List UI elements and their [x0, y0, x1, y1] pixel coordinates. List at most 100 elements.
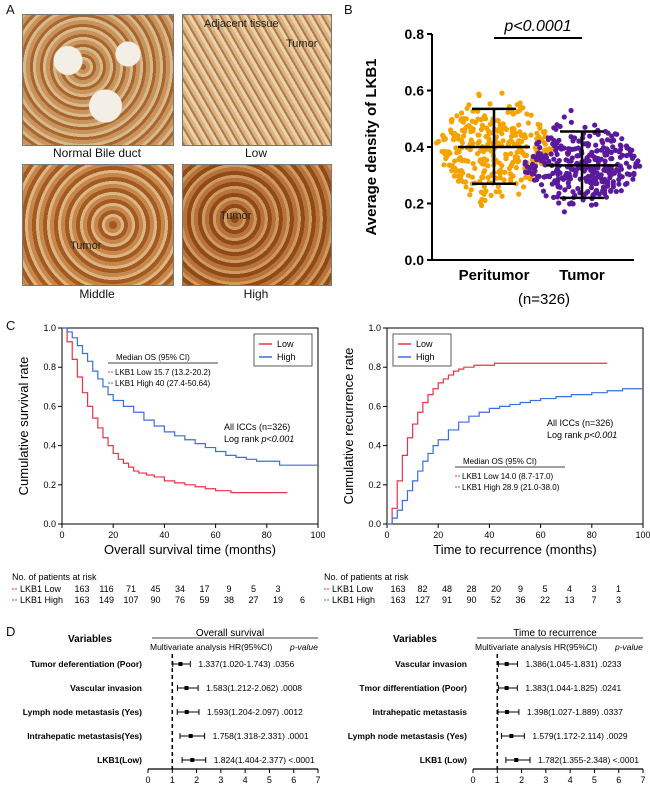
- data-point: [589, 149, 595, 155]
- data-point: [582, 124, 588, 130]
- legend-label: High: [416, 352, 435, 362]
- variable-label: Vascular invasion: [70, 683, 142, 693]
- data-point: [502, 169, 508, 175]
- data-point: [510, 111, 516, 117]
- data-point: [488, 192, 494, 198]
- data-point: [631, 170, 637, 176]
- risk-value: 13: [564, 595, 574, 605]
- x-tick-label: 0: [145, 775, 150, 785]
- data-point: [535, 121, 541, 127]
- tissue-label: Tumor: [220, 210, 252, 222]
- data-point: [479, 122, 485, 128]
- data-point: [478, 127, 484, 133]
- data-point: [467, 147, 473, 153]
- category-label: Tumor: [559, 267, 605, 284]
- data-point: [602, 191, 608, 197]
- data-point: [610, 144, 616, 150]
- risk-value: 45: [150, 584, 160, 594]
- data-point: [588, 202, 595, 208]
- data-point: [469, 140, 475, 146]
- data-point: [478, 117, 484, 123]
- risk-value: 9: [518, 584, 523, 594]
- data-point: [598, 172, 604, 178]
- data-point: [534, 130, 540, 136]
- risk-value: 82: [417, 584, 427, 594]
- data-point: [613, 188, 619, 195]
- km-curve-low: [62, 327, 288, 494]
- x-tick-label: 100: [310, 530, 325, 540]
- data-point: [468, 187, 474, 193]
- data-point: [496, 160, 502, 166]
- data-point: [477, 148, 484, 154]
- x-tick-label: 2: [194, 775, 199, 785]
- data-point: [486, 139, 492, 145]
- data-point: [608, 188, 614, 194]
- data-point: [508, 151, 514, 157]
- data-point: [592, 181, 598, 187]
- risk-value: 48: [442, 584, 452, 594]
- y-tick-label: 0.0: [43, 519, 56, 529]
- data-point: [525, 169, 531, 176]
- data-point: [505, 109, 511, 115]
- data-point: [518, 177, 524, 183]
- cohort-note: All ICCs (n=326): [547, 418, 613, 428]
- panel-letter-a: A: [6, 2, 15, 17]
- data-point: [478, 189, 484, 195]
- data-point: [551, 137, 557, 143]
- data-point: [522, 133, 528, 139]
- risk-value: 3: [591, 584, 596, 594]
- y-tick-label: 0.6: [368, 401, 381, 411]
- data-point: [627, 152, 633, 158]
- data-point: [521, 184, 527, 190]
- hr-point: [178, 662, 183, 666]
- data-point: [583, 166, 589, 172]
- data-point: [470, 128, 476, 134]
- data-point: [466, 123, 472, 129]
- risk-value: 34: [175, 584, 185, 594]
- x-tick-label: 5: [267, 775, 272, 785]
- data-point: [568, 107, 574, 114]
- median-row: LKB1 Low 15.7 (13.2-20.2): [115, 368, 211, 377]
- risk-value: 107: [123, 595, 138, 605]
- data-point: [629, 147, 635, 153]
- data-point: [541, 174, 547, 180]
- x-tick-label: 6: [291, 775, 296, 785]
- data-point: [565, 146, 572, 152]
- data-point: [617, 154, 623, 160]
- data-point: [525, 120, 531, 126]
- data-point: [596, 191, 602, 197]
- y-tick-label: 0.2: [43, 480, 56, 490]
- data-point: [500, 138, 506, 144]
- median-row: LKB1 High 28.9 (21.0-38.0): [462, 483, 560, 492]
- risk-label: LKB1 High: [20, 595, 63, 605]
- data-point: [524, 111, 530, 117]
- log-rank-note: Log rank p<0.001: [224, 434, 294, 444]
- km-curve-high: [62, 327, 318, 466]
- data-point: [516, 191, 522, 197]
- data-point: [466, 102, 472, 108]
- data-point: [575, 165, 581, 171]
- risk-value: 149: [99, 595, 114, 605]
- category-label: Peritumor: [459, 267, 530, 284]
- micrograph-middle: [22, 164, 174, 286]
- data-point: [520, 150, 526, 156]
- data-point: [585, 141, 591, 147]
- data-point: [588, 185, 595, 191]
- data-point: [497, 175, 503, 181]
- hr-point: [190, 758, 195, 762]
- data-point: [542, 128, 548, 135]
- micrograph-caption: High: [243, 287, 269, 301]
- risk-value: 71: [126, 584, 136, 594]
- data-point: [598, 156, 604, 162]
- risk-value: 59: [199, 595, 209, 605]
- risk-value: 36: [515, 595, 525, 605]
- data-point: [553, 147, 559, 154]
- x-tick-label: 40: [484, 530, 494, 540]
- data-point: [600, 140, 606, 146]
- data-point: [455, 178, 461, 184]
- data-point: [513, 165, 519, 171]
- hr-text: 1.579(1.172-2.114) .0029: [532, 731, 628, 741]
- hr-point: [504, 686, 509, 690]
- data-point: [583, 175, 589, 181]
- data-point: [485, 174, 491, 181]
